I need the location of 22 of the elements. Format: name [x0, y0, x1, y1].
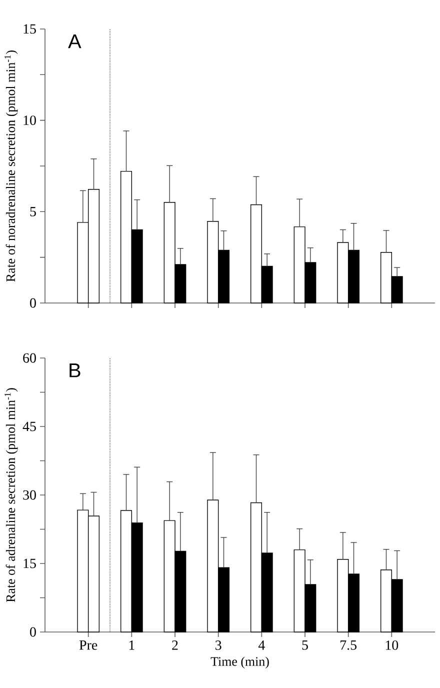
chart-title: B	[70, 363, 80, 378]
x-tick-label: 3	[216, 640, 222, 650]
y-tick-label: 10	[24, 116, 36, 126]
y-tick-label: 45	[22, 422, 36, 432]
x-tick-label: 4	[258, 640, 265, 650]
x-tick-label: Pre	[79, 640, 98, 650]
x-tick-label: 2	[172, 640, 178, 650]
x-tick-label: 5	[302, 640, 308, 650]
x-tick-label: 1	[129, 640, 134, 650]
y-tick-label: 15	[24, 558, 36, 568]
y-axis-title: Rate of adrenaline secretion (pmol min$^{-1}$)	[4, 388, 18, 602]
y-tick-label: 0	[30, 627, 36, 637]
chart-title: A	[68, 34, 82, 48]
y-tick-label: 5	[30, 207, 36, 216]
y-tick-label: 15	[24, 24, 36, 34]
x-tick-label: 10	[386, 640, 398, 650]
y-tick-label: 30	[23, 490, 36, 500]
y-axis-title: Rate of noradrenaline secretion (pmol min$^{-1}$)	[4, 50, 18, 282]
x-tick-label: 7.5	[340, 640, 357, 650]
y-tick-label: 0	[30, 298, 36, 308]
y-tick-label: 60	[23, 353, 36, 363]
x-axis-title: Time (min)	[210, 656, 269, 668]
